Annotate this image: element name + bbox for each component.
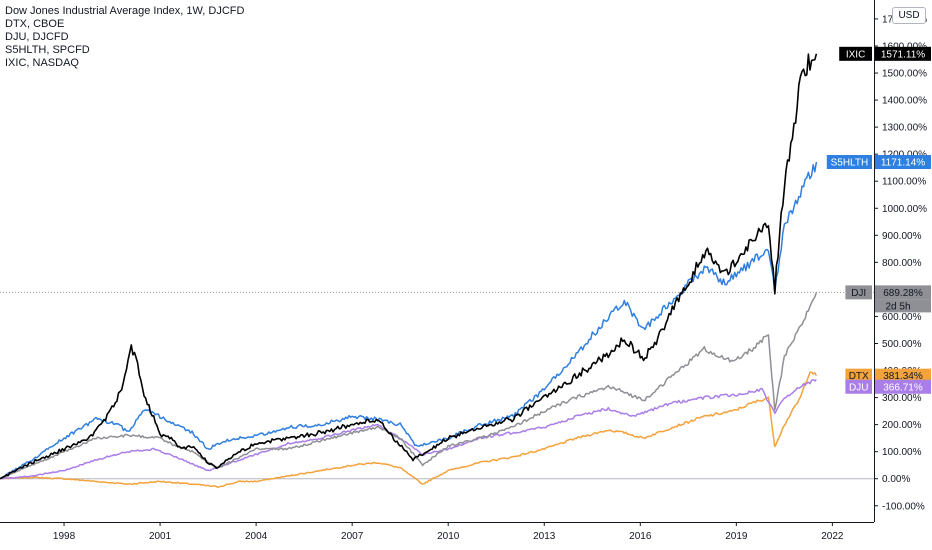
price-tag-value-bg: [875, 379, 931, 394]
price-tag-name-bg: [826, 155, 872, 170]
y-tick-label: 100.00%: [882, 447, 922, 458]
price-tag-name: DTX: [849, 371, 869, 382]
price-tag-name: DJI: [851, 288, 866, 299]
y-tick-label: 0.00%: [882, 474, 910, 485]
y-tick-label: 800.00%: [882, 258, 922, 269]
y-tick-label: 200.00%: [882, 420, 922, 431]
x-tick-label: 2022: [821, 531, 844, 542]
price-tag-name-bg: [845, 368, 872, 383]
y-tick-label: 1000.00%: [882, 204, 927, 215]
y-tick-label: 600.00%: [882, 312, 922, 323]
legend-title[interactable]: Dow Jones Industrial Average Index, 1W, …: [5, 5, 245, 17]
series-layer: [0, 53, 818, 489]
price-tag-name-bg: [845, 379, 872, 394]
legend-item-s5hlth[interactable]: S5HLTH, SPCFD: [5, 44, 90, 56]
y-tick-label: -100.00%: [882, 501, 925, 512]
x-tick-label: 2019: [725, 531, 748, 542]
grid-layer: [0, 291, 874, 480]
y-tick-label: 1400.00%: [882, 96, 927, 107]
price-tag-dji[interactable]: DJI 689.28% 2d 5h: [845, 285, 931, 313]
price-tag-s5hlth[interactable]: S5HLTH 1171.14%: [826, 155, 931, 170]
price-tag-value-bg: [875, 155, 931, 170]
price-tag-dju[interactable]: DJU 366.71%: [845, 379, 931, 394]
x-tick-label: 2007: [341, 531, 364, 542]
y-tick-label: 1300.00%: [882, 123, 927, 134]
price-tag-dtx[interactable]: DTX 381.34%: [845, 368, 931, 383]
price-tag-value-bg: [875, 285, 931, 300]
price-tag-name-bg: [845, 285, 872, 300]
y-tick-label: 500.00%: [882, 339, 922, 350]
x-tick-label: 2004: [245, 531, 268, 542]
price-tag-value: 689.28%: [883, 288, 923, 299]
legend-item-ixic[interactable]: IXIC, NASDAQ: [5, 57, 79, 69]
x-tick-label: 2001: [149, 531, 172, 542]
series-line-dtx[interactable]: [0, 371, 818, 489]
price-tag-value: 1171.14%: [881, 158, 925, 169]
price-tag-value: 381.34%: [883, 371, 923, 382]
x-tick-label: 1998: [53, 531, 76, 542]
x-tick-label: 2013: [533, 531, 556, 542]
y-tick-label: 300.00%: [882, 393, 922, 404]
price-tag-name: IXIC: [846, 49, 865, 60]
series-line-s5hlth[interactable]: [0, 161, 818, 480]
price-tag-name: DJU: [849, 382, 868, 393]
price-tag-countdown: 2d 5h: [885, 301, 910, 312]
price-tag-value-bg: [875, 46, 931, 61]
chart-legend: Dow Jones Industrial Average Index, 1W, …: [5, 5, 244, 70]
currency-badge[interactable]: USD: [892, 7, 926, 24]
price-tag-name-bg: [839, 46, 872, 61]
legend-item-dtx[interactable]: DTX, CBOE: [5, 18, 65, 30]
series-line-dju[interactable]: [0, 378, 817, 480]
y-tick-label: 1100.00%: [882, 177, 926, 188]
price-tag-value: 366.71%: [883, 382, 923, 393]
series-line-ixic[interactable]: [0, 53, 818, 480]
price-tag-value-bg: [875, 368, 931, 383]
legend-item-dju[interactable]: DJU, DJCFD: [5, 31, 69, 43]
price-tag-ixic[interactable]: IXIC 1571.11%: [839, 46, 931, 61]
price-tags-layer: IXIC 1571.11% S5HLTH 1171.14% DJI 689.28% 2d 5…: [826, 46, 931, 394]
x-tick-label: 2016: [629, 531, 652, 542]
price-tag-name: S5HLTH: [831, 158, 869, 169]
price-tag-countdown-bg: [875, 299, 931, 313]
x-tick-label: 2010: [437, 531, 460, 542]
y-tick-label: 900.00%: [882, 231, 922, 242]
y-tick-label: 1500.00%: [882, 69, 927, 80]
price-tag-value: 1571.11%: [881, 49, 925, 60]
series-line-dji[interactable]: [0, 292, 818, 480]
